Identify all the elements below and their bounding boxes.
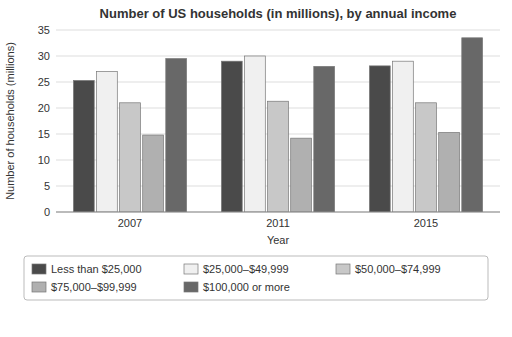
x-axis-line	[56, 212, 500, 213]
legend-label: Less than $25,000	[51, 263, 142, 275]
legend-frame	[24, 256, 488, 300]
legend-swatch	[336, 264, 350, 274]
bar	[393, 61, 414, 212]
x-tick-label: 2007	[118, 217, 142, 229]
legend-swatch	[32, 264, 46, 274]
bar	[73, 80, 94, 212]
y-tick-label: 35	[38, 24, 50, 36]
x-tick-label: 2015	[414, 217, 438, 229]
bar	[166, 59, 187, 212]
bar	[416, 103, 437, 212]
y-tick-label: 25	[38, 76, 50, 88]
grid-line	[56, 56, 500, 57]
legend-label: $50,000–$74,999	[355, 263, 441, 275]
bar	[120, 103, 141, 212]
y-axis-label: Number of households (millions)	[4, 42, 16, 200]
bar	[97, 72, 118, 212]
y-tick-label: 20	[38, 102, 50, 114]
legend-label: $100,000 or more	[203, 281, 290, 293]
legend-label: $75,000–$99,999	[51, 281, 137, 293]
bar	[314, 66, 335, 212]
grid-line	[56, 82, 500, 83]
grid-line	[56, 212, 500, 213]
legend-label: $25,000–$49,999	[203, 263, 289, 275]
y-tick-label: 15	[38, 128, 50, 140]
x-axis-label: Year	[267, 234, 290, 246]
y-tick-label: 0	[44, 206, 50, 218]
legend-swatch	[184, 264, 198, 274]
chart-container: Number of US households (in millions), b…	[0, 0, 512, 337]
chart-svg: Number of US households (in millions), b…	[0, 0, 512, 337]
bar	[439, 132, 460, 212]
bar	[291, 138, 312, 212]
y-tick-label: 10	[38, 154, 50, 166]
bar	[369, 66, 390, 212]
bars	[73, 38, 482, 212]
y-tick-label: 30	[38, 50, 50, 62]
page: {"chart_data": {"type": "bar", "title": …	[0, 0, 512, 337]
bar	[221, 61, 242, 212]
bar	[462, 38, 483, 212]
chart-title: Number of US households (in millions), b…	[100, 6, 457, 21]
bar	[245, 56, 266, 212]
grid	[56, 30, 500, 212]
bar	[268, 101, 289, 212]
legend-swatch	[184, 282, 198, 292]
x-tick-label: 2011	[266, 217, 290, 229]
legend: Less than $25,000 $25,000–$49,999 $50,000–…	[24, 256, 488, 300]
legend-swatch	[32, 282, 46, 292]
y-tick-label: 5	[44, 180, 50, 192]
grid-line	[56, 30, 500, 31]
bar	[143, 135, 164, 212]
